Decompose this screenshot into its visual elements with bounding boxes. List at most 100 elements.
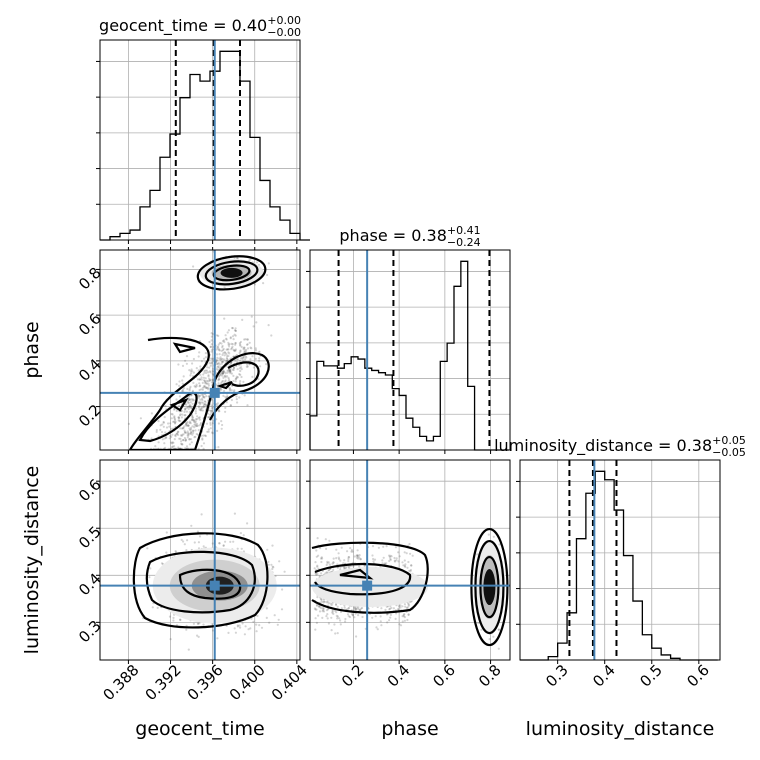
sample-point (324, 572, 327, 575)
sample-point (225, 353, 228, 356)
sample-point (181, 443, 184, 446)
sample-point (210, 381, 213, 384)
sample-point (210, 410, 213, 413)
sample-point (234, 343, 237, 346)
sample-point (203, 371, 206, 374)
sample-point (326, 560, 329, 564)
sample-point (238, 373, 241, 376)
sample-point (210, 343, 213, 346)
sample-point (194, 412, 197, 415)
sample-point (383, 562, 386, 565)
sample-point (204, 400, 207, 403)
sample-point (207, 416, 210, 419)
sample-point (389, 557, 392, 561)
sample-point (230, 398, 233, 402)
sample-point (227, 343, 230, 346)
sample-point (272, 566, 275, 569)
y-axis-label: luminosity_distance (21, 466, 43, 655)
sample-point (206, 380, 210, 383)
sample-point (223, 389, 226, 392)
sample-point (205, 369, 208, 372)
sample-point (220, 349, 223, 352)
sample-point (155, 430, 158, 433)
sample-point (173, 445, 176, 448)
sample-point (315, 549, 318, 552)
sample-point (202, 403, 205, 406)
sample-point (217, 348, 221, 351)
sample-point (223, 370, 226, 373)
sample-point (243, 351, 246, 354)
sample-point (177, 446, 180, 449)
sample-point (184, 407, 187, 410)
sample-point (190, 524, 193, 527)
sample-point (382, 545, 385, 548)
sample-point (321, 606, 325, 610)
sample-point (381, 562, 384, 565)
sample-point (326, 617, 329, 620)
sample-point (188, 438, 191, 441)
sample-point (175, 432, 179, 435)
x-tick-label: 0.4 (384, 661, 414, 691)
sample-point (186, 400, 189, 403)
sample-point (181, 443, 184, 446)
sample-point (168, 615, 172, 618)
sample-point (403, 603, 406, 606)
sample-point (227, 369, 230, 372)
sample-point (161, 423, 164, 426)
sample-point (320, 560, 323, 564)
sample-point (238, 624, 241, 627)
sample-point (203, 406, 206, 409)
sample-point (229, 540, 232, 544)
sample-point (230, 372, 233, 375)
sample-point (197, 401, 200, 404)
sample-point (187, 424, 190, 427)
sample-point (192, 371, 195, 374)
sample-point (196, 530, 199, 533)
sample-point (200, 378, 203, 381)
sample-point (187, 648, 190, 651)
sample-point (331, 610, 334, 613)
contour-inner (178, 568, 242, 600)
sample-point (240, 375, 243, 379)
sample-point (349, 565, 352, 568)
sample-point (267, 324, 270, 327)
sample-point (199, 403, 202, 406)
sample-point (388, 619, 391, 622)
sample-point (226, 395, 229, 398)
sample-point (217, 446, 220, 449)
sample-point (173, 438, 176, 441)
x-tick-label: 0.4 (589, 661, 619, 691)
sample-point (209, 413, 212, 416)
sample-point (173, 415, 176, 418)
histogram-step-luminosity_distance (520, 470, 718, 661)
sample-point (255, 630, 258, 633)
sample-point (233, 329, 237, 332)
sample-point (222, 347, 225, 351)
sample-point (193, 436, 196, 439)
sample-point (224, 372, 227, 375)
sample-point (225, 375, 229, 378)
sample-point (200, 513, 203, 516)
sample-point (410, 564, 413, 567)
sample-point (226, 331, 229, 334)
sample-point (187, 405, 190, 408)
sample-point (201, 399, 204, 402)
sample-point (183, 431, 187, 434)
sample-point (381, 559, 384, 562)
sample-point (355, 556, 359, 559)
sample-point (346, 550, 349, 553)
sample-point (315, 555, 318, 558)
sample-point (230, 346, 233, 350)
sample-point (191, 425, 194, 428)
sample-point (236, 257, 239, 260)
sample-point (322, 608, 325, 612)
sample-point (227, 354, 230, 358)
sample-point (338, 558, 341, 561)
sample-point (331, 611, 334, 614)
x-tick-label: 0.404 (268, 661, 311, 704)
sample-point (246, 343, 249, 346)
sample-point (188, 421, 191, 424)
sample-point (353, 616, 356, 619)
sample-point (204, 380, 207, 384)
sample-point (219, 388, 222, 391)
